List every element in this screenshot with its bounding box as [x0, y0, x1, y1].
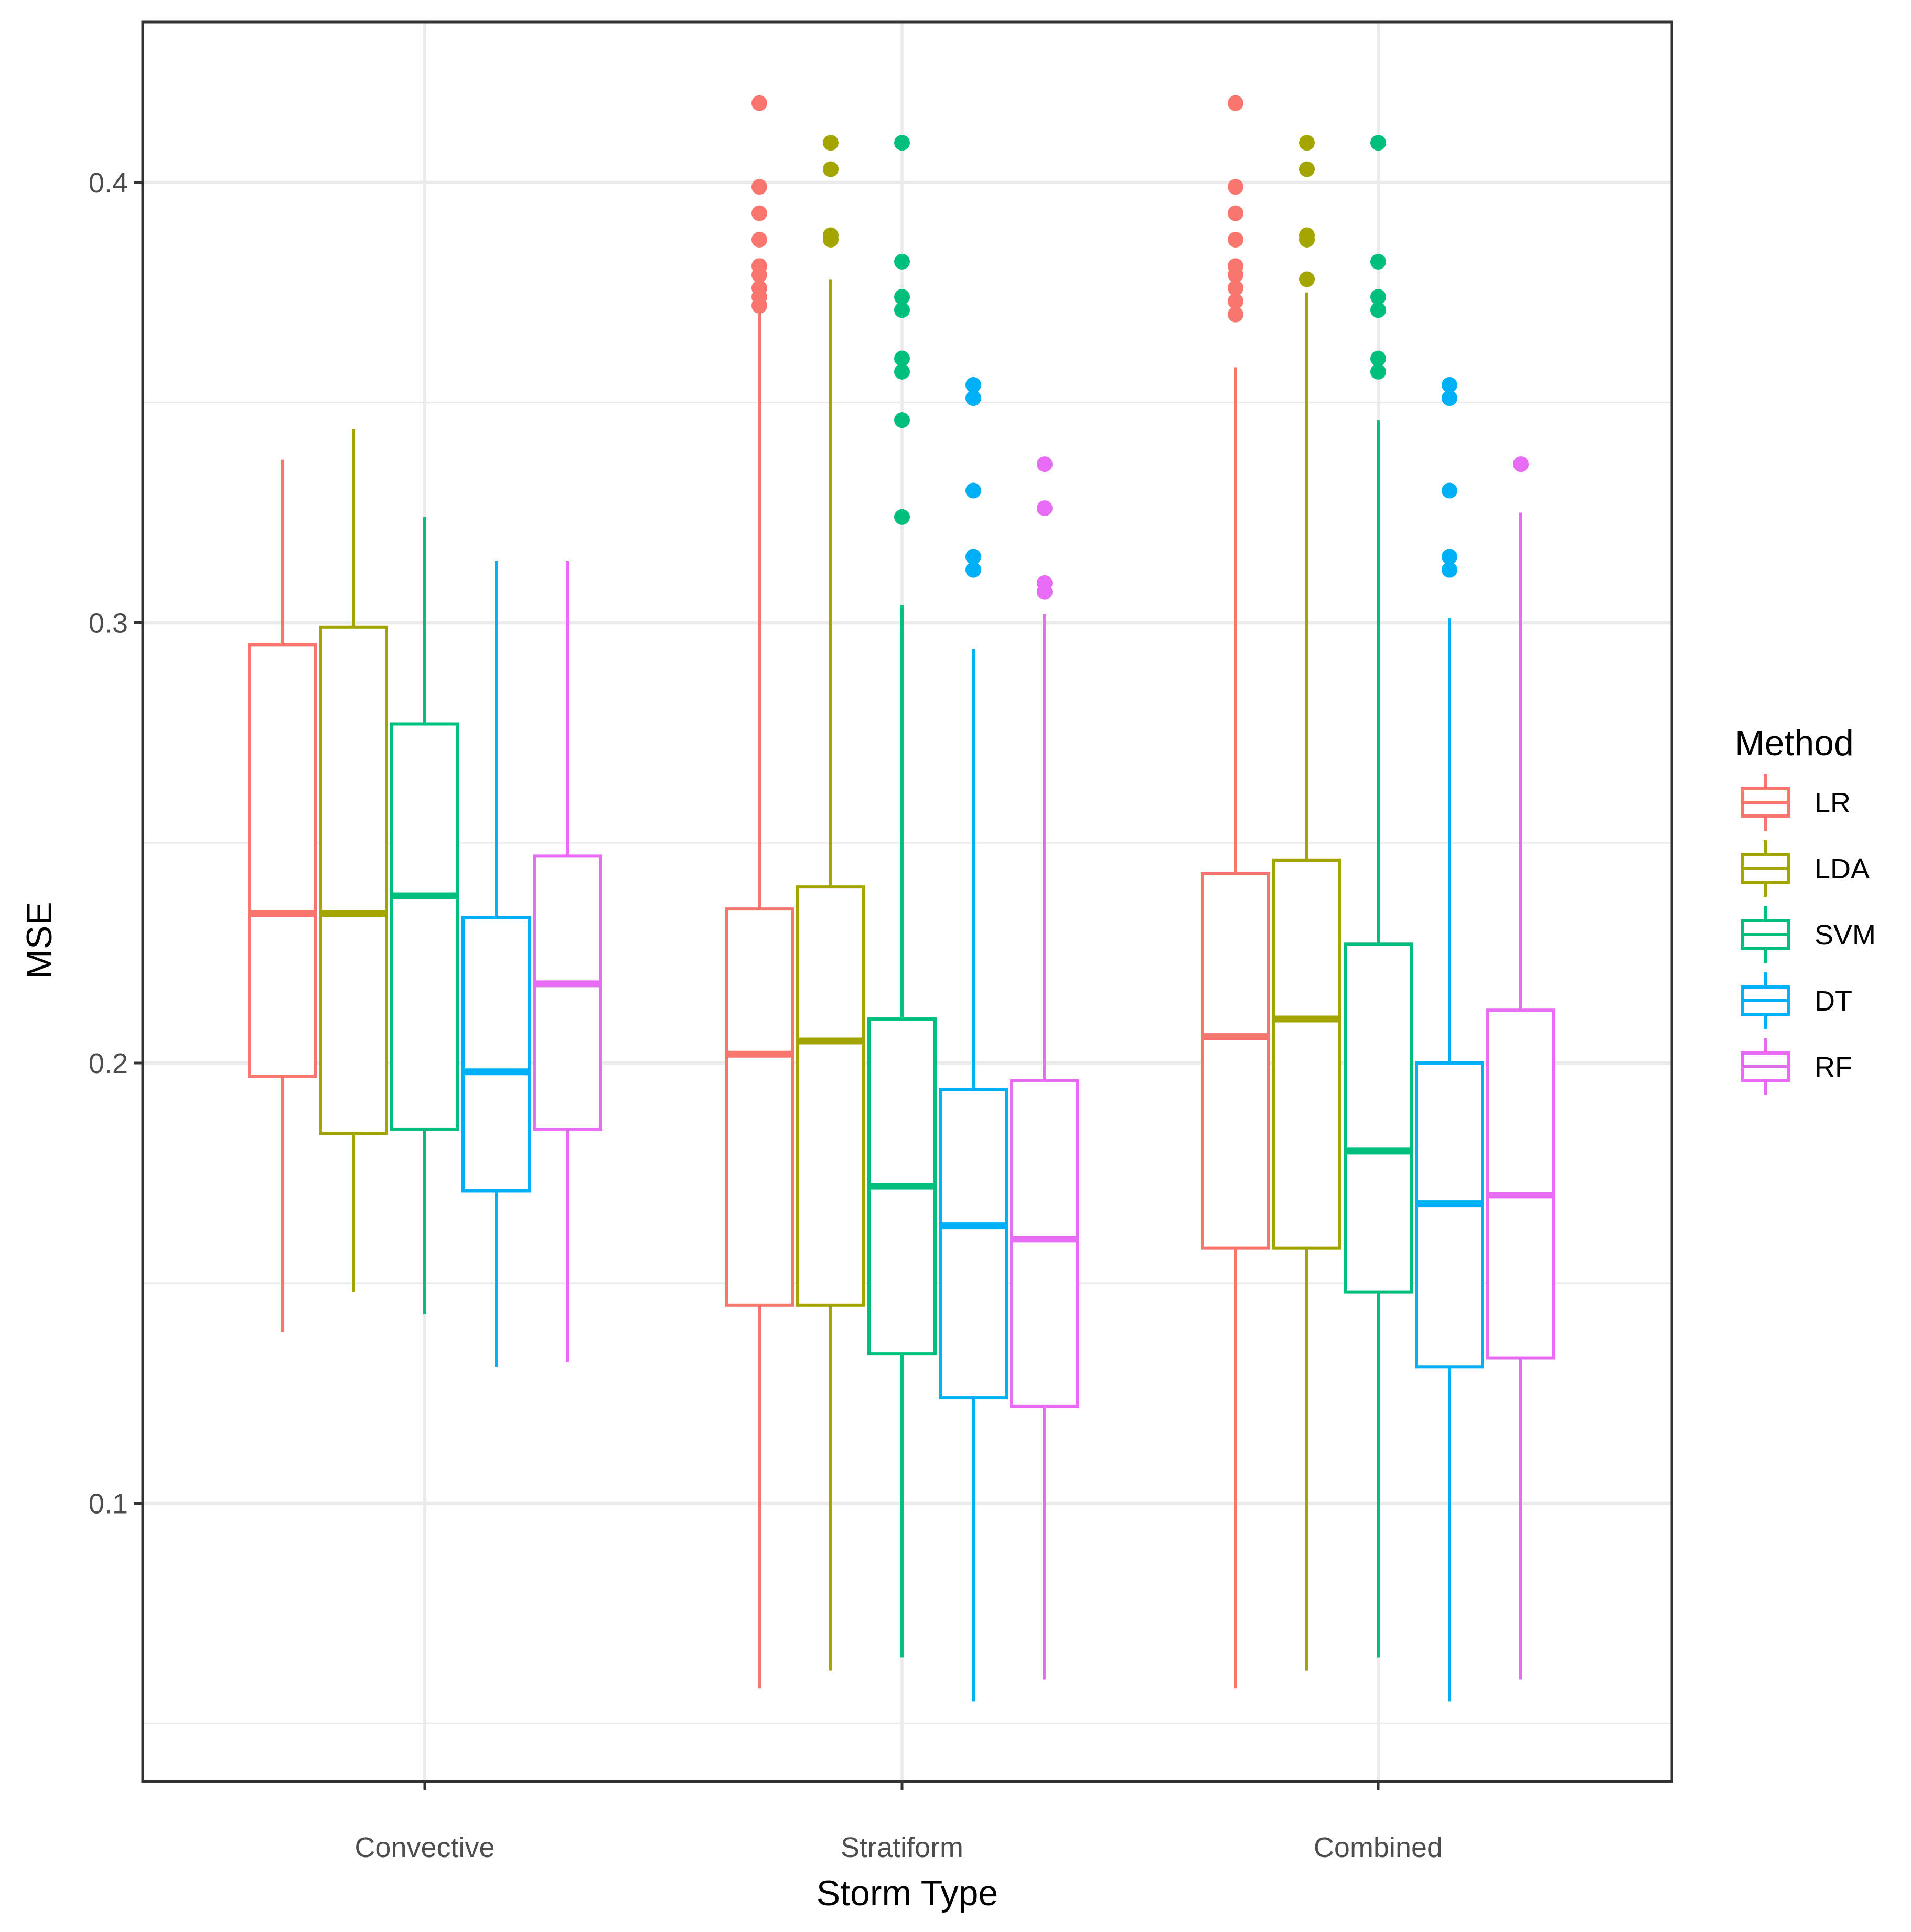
box-series-layer	[248, 95, 1555, 1702]
outlier-point	[1370, 289, 1386, 305]
legend-label: LR	[1815, 787, 1851, 819]
outlier-point	[894, 412, 910, 428]
box	[939, 1088, 1008, 1400]
box	[796, 885, 865, 1307]
box	[1272, 858, 1341, 1250]
outlier-point	[894, 135, 910, 151]
outlier-point	[965, 377, 981, 393]
y-tick-label: 0.3	[89, 607, 128, 639]
outlier-point	[1228, 293, 1243, 309]
outlier-point	[1370, 350, 1386, 367]
box	[248, 643, 317, 1078]
outlier-point	[965, 562, 981, 578]
legend-label: SVM	[1815, 919, 1876, 951]
box	[1415, 1061, 1484, 1369]
box	[1486, 1008, 1555, 1360]
outlier-point	[894, 350, 910, 367]
outlier-point	[1228, 179, 1243, 195]
outlier-point	[1037, 575, 1053, 591]
legend-title: Method	[1735, 723, 1854, 763]
box	[1344, 942, 1413, 1294]
outlier-point	[1299, 227, 1315, 243]
box	[390, 722, 459, 1131]
outlier-point	[751, 205, 767, 221]
box	[319, 625, 388, 1135]
outlier-point	[1228, 205, 1243, 221]
outlier-point	[965, 390, 981, 406]
legend-item-dt: DT	[1734, 969, 1852, 1032]
series-lda	[319, 135, 1341, 1671]
box	[1201, 872, 1270, 1250]
outlier-point	[894, 302, 910, 318]
outlier-point	[1370, 302, 1386, 318]
legend-label: RF	[1815, 1051, 1852, 1083]
outlier-point	[1442, 562, 1457, 578]
outlier-point	[1442, 390, 1457, 406]
outlier-point	[751, 280, 767, 296]
outlier-point	[1228, 95, 1243, 111]
y-tick-label: 0.1	[89, 1488, 128, 1520]
outlier-point	[1370, 253, 1386, 270]
outlier-point	[1442, 482, 1457, 499]
outlier-point	[965, 482, 981, 499]
legend-label: LDA	[1815, 853, 1870, 885]
outlier-point	[823, 161, 839, 177]
outlier-point	[965, 549, 981, 565]
outlier-point	[1370, 363, 1386, 380]
outlier-point	[1299, 135, 1315, 151]
y-tick-label: 0.2	[89, 1048, 128, 1079]
outlier-point	[751, 258, 767, 274]
legend-item-lda: LDA	[1734, 837, 1870, 900]
outlier-point	[1442, 377, 1457, 393]
outlier-point	[894, 509, 910, 525]
outlier-point	[823, 227, 839, 243]
y-axis: 0.1 0.2 0.3 0.4	[89, 167, 143, 1520]
plot-panel-border	[141, 20, 1673, 1783]
outlier-point	[1299, 271, 1315, 287]
outlier-point	[1228, 258, 1243, 274]
outlier-point	[1299, 161, 1315, 177]
outlier-point	[751, 95, 767, 111]
legend-label: DT	[1815, 985, 1852, 1017]
x-tick-label: Stratiform	[841, 1832, 963, 1863]
x-tick-label: Combined	[1314, 1832, 1443, 1863]
outlier-point	[1037, 500, 1053, 517]
outlier-point	[894, 253, 910, 270]
outlier-point	[823, 135, 839, 151]
box	[461, 916, 531, 1193]
legend-item-lr: LR	[1734, 771, 1851, 834]
outlier-point	[1228, 306, 1243, 323]
series-rf	[533, 456, 1555, 1680]
outlier-point	[894, 289, 910, 305]
outlier-point	[1037, 456, 1053, 473]
x-axis-title: Storm Type	[817, 1873, 998, 1913]
legend-item-rf: RF	[1734, 1035, 1852, 1098]
outlier-point	[751, 179, 767, 195]
outlier-point	[751, 231, 767, 248]
box	[533, 854, 602, 1131]
y-tick-label: 0.4	[89, 167, 128, 199]
legend: Method LR LDA SVM DT RF	[1734, 723, 1876, 1098]
outlier-point	[1370, 135, 1386, 151]
series-dt	[461, 377, 1484, 1702]
series-svm	[390, 135, 1413, 1658]
box	[1010, 1079, 1079, 1408]
outlier-point	[1228, 280, 1243, 296]
y-axis-title: MSE	[19, 901, 59, 979]
outlier-point	[1442, 549, 1457, 565]
box	[725, 907, 794, 1307]
legend-item-svm: SVM	[1734, 903, 1876, 966]
outlier-point	[894, 363, 910, 380]
x-axis: Convective Stratiform Combined	[355, 1781, 1443, 1863]
outlier-point	[1228, 231, 1243, 248]
outlier-point	[1513, 456, 1529, 473]
x-tick-label: Convective	[355, 1832, 495, 1863]
series-lr	[248, 95, 1270, 1689]
